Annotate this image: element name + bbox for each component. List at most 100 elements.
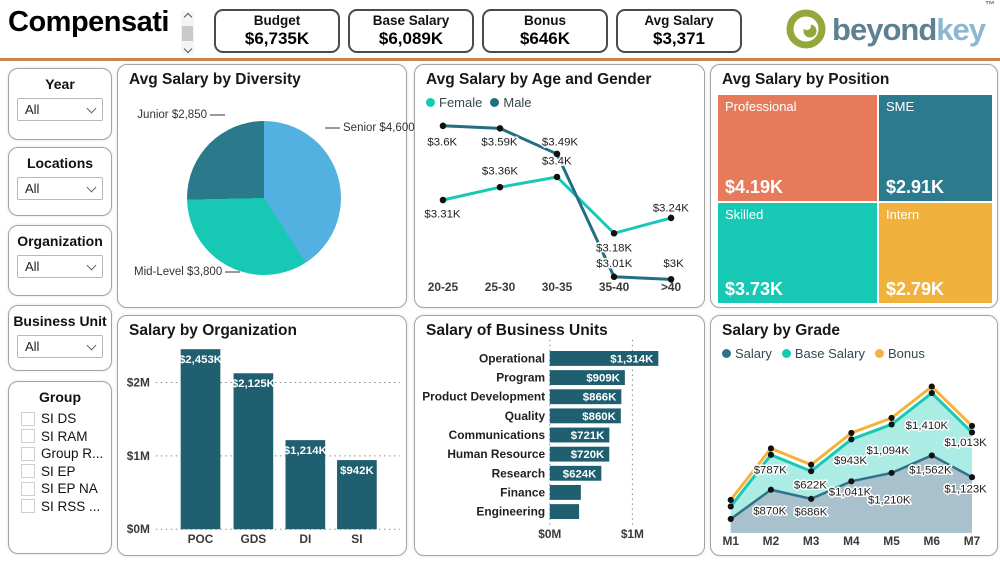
label: $3.6K <box>427 136 457 148</box>
treemap-node-sme[interactable]: SME $2.91K <box>879 95 992 201</box>
scroll-thumb[interactable] <box>182 25 193 41</box>
data-point[interactable] <box>439 122 447 130</box>
data-point[interactable] <box>767 445 775 452</box>
age-gender-line-chart[interactable]: 20-25 25-30 30-35 35-40 >40 $3.31K $3.36K $3.4K… <box>415 65 704 307</box>
organization-dropdown[interactable]: All <box>17 255 103 278</box>
data-point[interactable] <box>667 276 675 283</box>
legend-item-base-salary[interactable]: Base Salary <box>781 346 865 361</box>
data-point[interactable] <box>888 414 895 422</box>
bar-finance[interactable] <box>549 484 581 500</box>
checkbox-icon[interactable] <box>21 499 35 513</box>
checkbox-icon[interactable] <box>21 429 35 443</box>
group-item-si-ram[interactable]: SI RAM <box>21 429 111 444</box>
data-point[interactable] <box>968 422 976 430</box>
bar-human-resource[interactable] <box>549 446 610 462</box>
business-units-bar-chart[interactable]: $0M $1M Operational $1,314K Program $909K Prod… <box>415 316 704 555</box>
legend-item-bonus[interactable]: Bonus <box>874 346 925 361</box>
data-point[interactable] <box>928 452 935 459</box>
data-point[interactable] <box>767 486 775 493</box>
legend-item-male[interactable]: Male <box>490 95 532 110</box>
label: $787K <box>754 465 787 477</box>
scroll-down-icon[interactable] <box>183 44 192 54</box>
scroll-up-icon[interactable] <box>183 12 192 22</box>
data-point[interactable] <box>727 503 734 510</box>
logo-text: beyondkey™ <box>832 0 995 47</box>
checkbox-icon[interactable] <box>21 464 35 478</box>
bar-communications[interactable] <box>549 427 610 443</box>
bar-di[interactable] <box>285 440 326 530</box>
treemap-node-intern[interactable]: Intern $2.79K <box>879 203 992 303</box>
diversity-pie-chart[interactable] <box>187 121 341 275</box>
label: 35-40 <box>599 280 630 294</box>
data-point[interactable] <box>727 515 734 523</box>
data-point[interactable] <box>888 469 895 476</box>
bar-product-development[interactable] <box>549 389 622 405</box>
group-item-si-rss-[interactable]: SI RSS ... <box>21 499 111 514</box>
grade-legend: Salary Base Salary Bonus <box>722 346 925 361</box>
data-point[interactable] <box>439 196 447 204</box>
data-point[interactable] <box>848 429 855 436</box>
leader-line <box>325 127 340 129</box>
data-point[interactable] <box>767 451 775 458</box>
data-point[interactable] <box>610 273 618 281</box>
data-point[interactable] <box>968 474 976 481</box>
checkbox-icon[interactable] <box>21 446 35 461</box>
group-item-si-ep-na[interactable]: SI EP NA <box>21 481 111 496</box>
chart-title-position: Avg Salary by Position <box>722 71 890 88</box>
data-point[interactable] <box>968 429 976 436</box>
legend-item-salary[interactable]: Salary <box>722 346 772 361</box>
label: 20-25 <box>428 280 459 294</box>
locations-dropdown[interactable]: All <box>17 177 103 200</box>
data-point[interactable] <box>808 495 815 502</box>
bar-quality[interactable] <box>549 408 621 424</box>
salary-area[interactable] <box>730 455 973 533</box>
bar-engineering[interactable] <box>549 504 580 520</box>
kpi-card-base-salary: Base Salary $6,089K <box>348 9 474 53</box>
group-item-si-ds[interactable]: SI DS <box>21 411 111 426</box>
bar-program[interactable] <box>549 370 625 386</box>
filter-title-year: Year <box>45 76 75 92</box>
treemap-node-skilled[interactable]: Skilled $3.73K <box>718 203 877 303</box>
data-point[interactable] <box>808 461 815 468</box>
data-point[interactable] <box>928 383 935 390</box>
bar-research[interactable] <box>549 465 602 481</box>
data-point[interactable] <box>496 125 504 132</box>
data-point[interactable] <box>848 436 855 443</box>
title-scrollbar[interactable] <box>181 11 194 55</box>
year-dropdown[interactable]: All <box>17 98 103 121</box>
data-point[interactable] <box>848 478 855 485</box>
bar-operational[interactable] <box>549 351 659 366</box>
bar-gds[interactable] <box>233 373 274 530</box>
data-point[interactable] <box>888 421 895 428</box>
label: Operational <box>479 351 545 365</box>
legend-dot <box>490 98 500 107</box>
label: $1,410K <box>906 420 949 432</box>
data-point[interactable] <box>610 229 618 237</box>
line-female[interactable] <box>442 175 672 235</box>
legend-item-female[interactable]: Female <box>426 95 482 110</box>
label: $624K <box>563 468 597 480</box>
data-point[interactable] <box>553 150 561 158</box>
group-item-group-r-[interactable]: Group R... <box>21 446 111 461</box>
label: Program <box>496 371 545 385</box>
data-point[interactable] <box>727 496 734 504</box>
data-point[interactable] <box>496 183 504 191</box>
chart-title-organization-salary: Salary by Organization <box>129 322 297 339</box>
treemap-node-professional[interactable]: Professional $4.19K <box>718 95 877 201</box>
line-male[interactable] <box>442 124 672 281</box>
group-checkbox-list: SI DS SI RAM Group R... SI EP SI EP NA SI RSS… <box>9 411 111 514</box>
grade-area-chart[interactable]: $787K$870K$622K$686K$943K$1,041K$1,094K$… <box>711 316 997 555</box>
group-item-si-ep[interactable]: SI EP <box>21 464 111 479</box>
data-point[interactable] <box>808 468 815 475</box>
bar-poc[interactable] <box>180 349 221 530</box>
data-point[interactable] <box>928 389 935 397</box>
checkbox-icon[interactable] <box>21 411 35 426</box>
bar-si[interactable] <box>337 460 377 530</box>
data-point[interactable] <box>553 173 561 181</box>
data-point[interactable] <box>667 214 675 222</box>
checkbox-icon[interactable] <box>21 481 35 496</box>
label: POC <box>188 532 214 546</box>
business-unit-dropdown[interactable]: All <box>17 335 103 358</box>
organization-bar-chart[interactable]: $0M $1M $2M $2,453K POC $2,125K GDS $1,214K DI $9… <box>118 316 406 555</box>
beyondkey-logo-icon <box>786 9 826 49</box>
